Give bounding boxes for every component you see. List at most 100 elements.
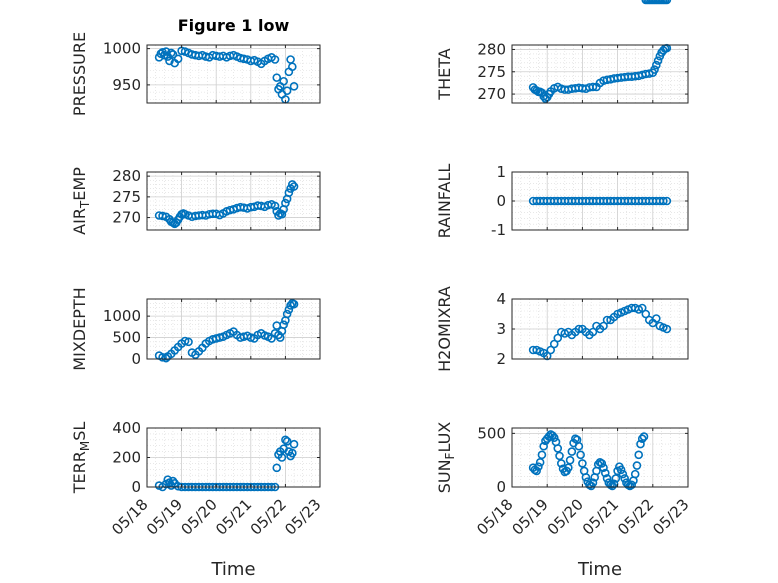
data-point [549, 339, 559, 349]
data-point [641, 309, 651, 319]
y-axis-label: TERRMSL [70, 422, 92, 495]
data-point [565, 455, 575, 465]
data-point [599, 463, 608, 472]
data-point [653, 56, 663, 65]
data-point [662, 196, 672, 206]
subplot-pressure: 950 1000 PRESSURE Figure 1 low [70, 16, 321, 116]
y-tick-label: 0 [131, 478, 141, 496]
y-tick-label: 270 [112, 209, 141, 227]
subplot-theta: 270 275 280 THETA [435, 40, 689, 104]
data-point [282, 309, 292, 319]
subplot-title: Figure 1 low [178, 16, 290, 35]
x-axis-label: Time [577, 559, 622, 580]
y-tick-label: 280 [477, 40, 506, 58]
data-point [636, 439, 645, 449]
data-point [158, 352, 167, 362]
data-point [279, 76, 288, 86]
y-tick-label: 1 [496, 163, 506, 181]
y-tick-label: 950 [112, 76, 141, 94]
y-tick-label: 1000 [103, 307, 141, 325]
data-point [553, 333, 563, 343]
data-point [161, 353, 171, 363]
data-point [277, 453, 287, 462]
data-point [166, 48, 176, 58]
data-point [168, 476, 178, 486]
data-point [564, 463, 573, 472]
data-point [289, 299, 299, 309]
data-point [632, 461, 642, 470]
data-point [161, 47, 171, 56]
data-point [602, 315, 612, 325]
data-point [602, 474, 612, 483]
subplot-h2omixra: 2 3 4 H2OMIXRA [435, 286, 689, 372]
y-tick-label: 280 [112, 167, 141, 185]
data-point [574, 441, 584, 451]
y-axis-label: THETA [435, 48, 454, 100]
data-point [639, 432, 649, 441]
data-point [277, 209, 287, 219]
data-point [650, 65, 659, 74]
axes-box [146, 171, 321, 231]
data-point [581, 473, 591, 482]
x-axis-label: Time [210, 559, 255, 580]
y-axis-label: MIXDEPTH [70, 287, 89, 370]
data-point [662, 324, 672, 334]
data-point [588, 327, 598, 337]
data-point [618, 469, 628, 479]
axes-box [511, 44, 689, 104]
data-point [535, 458, 545, 467]
y-tick-label: 0 [131, 350, 141, 368]
data-point [279, 320, 288, 330]
data-point [168, 50, 178, 59]
data-point [537, 450, 547, 460]
axes-box [511, 427, 689, 488]
data-point [272, 73, 282, 82]
data-point [576, 450, 585, 460]
data-point [288, 180, 297, 189]
axes-box [146, 298, 321, 360]
data-point [548, 431, 557, 440]
y-tick-label: 2 [496, 350, 506, 368]
y-axis-label: H2OMIXRA [435, 286, 454, 372]
data-point [272, 463, 282, 473]
data-point [284, 305, 294, 315]
data-point [532, 466, 541, 476]
data-point [637, 434, 647, 444]
y-axis-label: SUNFLUX [435, 422, 457, 494]
y-tick-label: 4 [496, 290, 506, 308]
data-point [173, 54, 183, 64]
data-point [620, 474, 629, 483]
data-point [652, 60, 661, 70]
data-point [539, 441, 548, 451]
data-point [534, 462, 543, 471]
y-tick-label: -1 [491, 221, 506, 239]
y-tick-label: 270 [477, 85, 506, 103]
y-tick-label: 400 [112, 419, 141, 437]
y-axis-label: RAINFALL [435, 164, 454, 239]
data-point [270, 201, 280, 211]
data-point [597, 459, 607, 468]
data-point [546, 345, 556, 355]
data-point [567, 447, 577, 456]
data-point [281, 198, 290, 208]
data-point [539, 92, 548, 101]
data-point [555, 451, 564, 461]
y-axis-label: PRESSURE [70, 32, 89, 116]
data-point [180, 336, 190, 346]
data-point [289, 82, 299, 91]
data-point [553, 444, 563, 453]
data-point [652, 314, 661, 323]
data-point [165, 56, 174, 66]
data-point [634, 450, 644, 460]
subplot-air-temp: 270 275 280 AIRTEMP [70, 167, 321, 235]
y-tick-label: 275 [112, 188, 141, 206]
data-point [600, 468, 610, 478]
data-point [630, 469, 640, 479]
y-tick-label: 500 [477, 424, 506, 442]
y-tick-label: 0 [496, 192, 506, 210]
y-tick-label: 500 [112, 329, 141, 347]
data-point [616, 465, 626, 475]
